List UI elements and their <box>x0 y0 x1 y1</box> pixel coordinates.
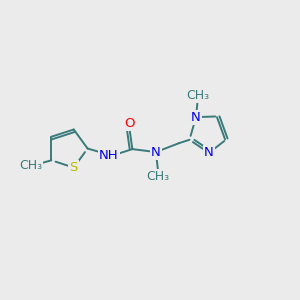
Text: CH₃: CH₃ <box>186 89 209 102</box>
Text: CH₃: CH₃ <box>19 159 42 172</box>
Text: CH₃: CH₃ <box>147 170 170 183</box>
Text: O: O <box>124 117 135 130</box>
Text: N: N <box>204 146 214 159</box>
Text: N: N <box>151 146 161 159</box>
Text: NH: NH <box>99 148 118 161</box>
Text: N: N <box>191 111 201 124</box>
Text: S: S <box>70 161 78 174</box>
